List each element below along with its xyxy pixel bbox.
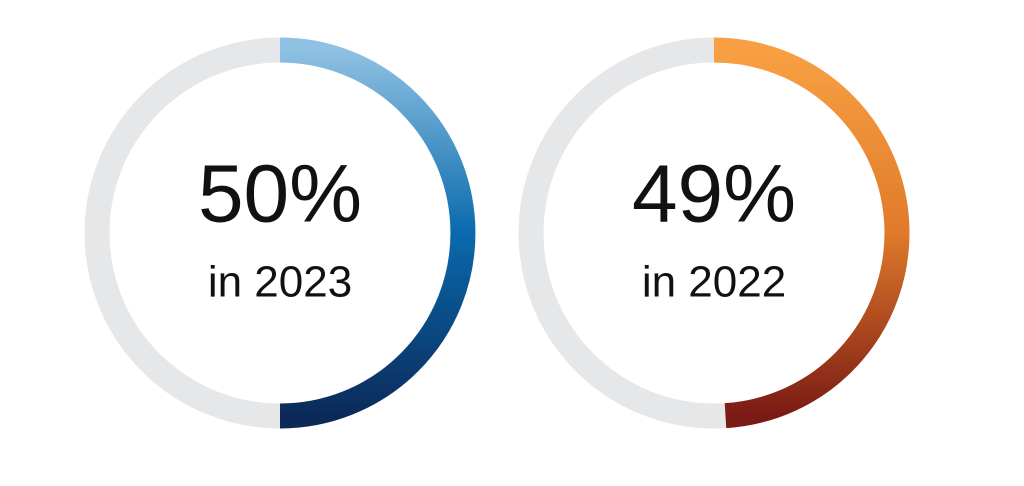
progress-arc bbox=[279, 37, 476, 429]
value-label: 49% bbox=[632, 149, 796, 240]
progress-arc bbox=[713, 37, 910, 429]
value-label: 50% bbox=[198, 149, 362, 240]
subtitle: in 2023 bbox=[208, 258, 352, 307]
subtitle: in 2022 bbox=[642, 258, 786, 307]
